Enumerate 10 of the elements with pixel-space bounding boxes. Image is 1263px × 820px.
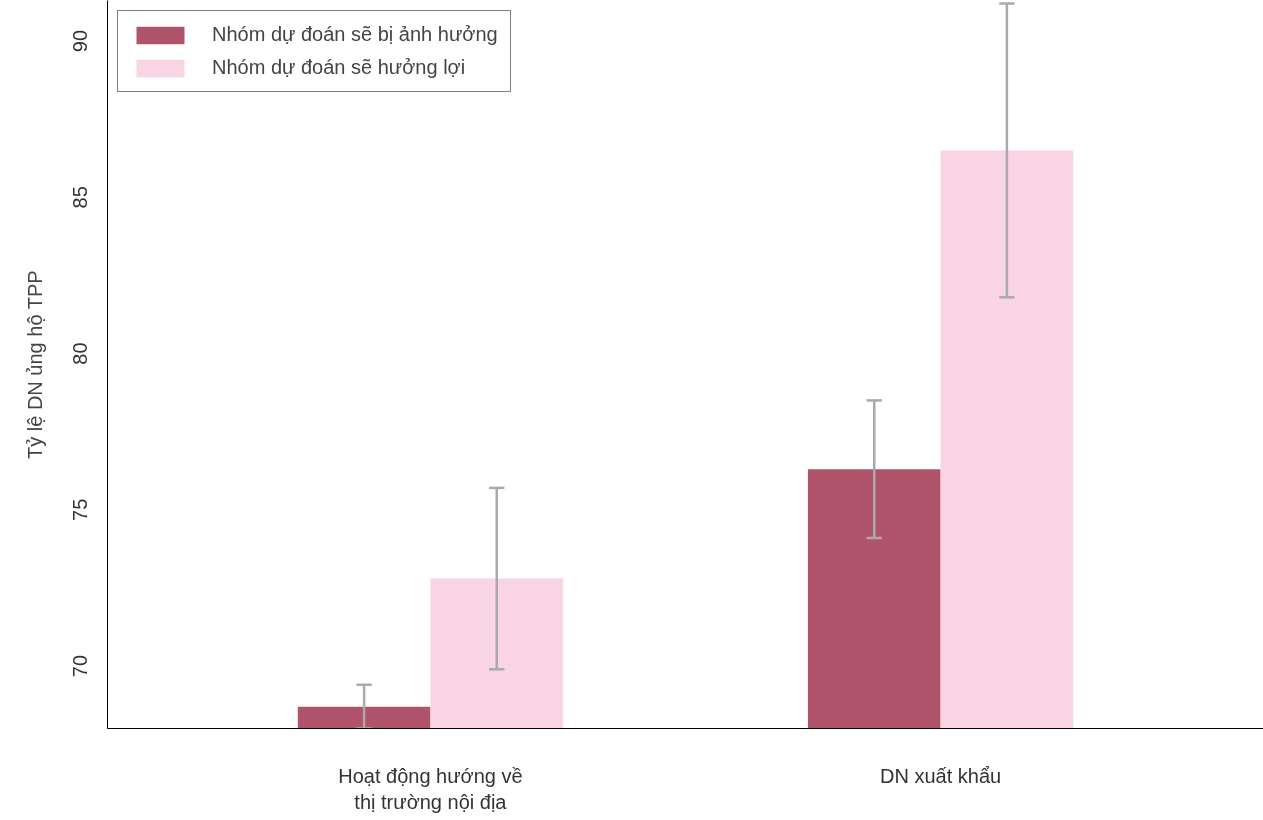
y-tick-label: 70 — [69, 654, 92, 678]
legend-label: Nhóm dự đoán sẽ hưởng lợi — [212, 56, 466, 79]
y-tick-label: 75 — [69, 498, 92, 521]
y-tick-label: 85 — [69, 186, 92, 209]
y-axis-title: Tỷ lệ DN ủng hộ TPP — [23, 270, 46, 459]
x-tick-label: DN xuất khẩu — [879, 764, 1002, 787]
legend-label: Nhóm dự đoán sẽ bị ảnh hưởng — [212, 23, 498, 46]
y-tick-label: 90 — [69, 29, 92, 53]
x-tick-label: Hoạt động hướng về thị trường nội địa — [338, 764, 523, 813]
y-tick-label: 80 — [69, 342, 92, 365]
